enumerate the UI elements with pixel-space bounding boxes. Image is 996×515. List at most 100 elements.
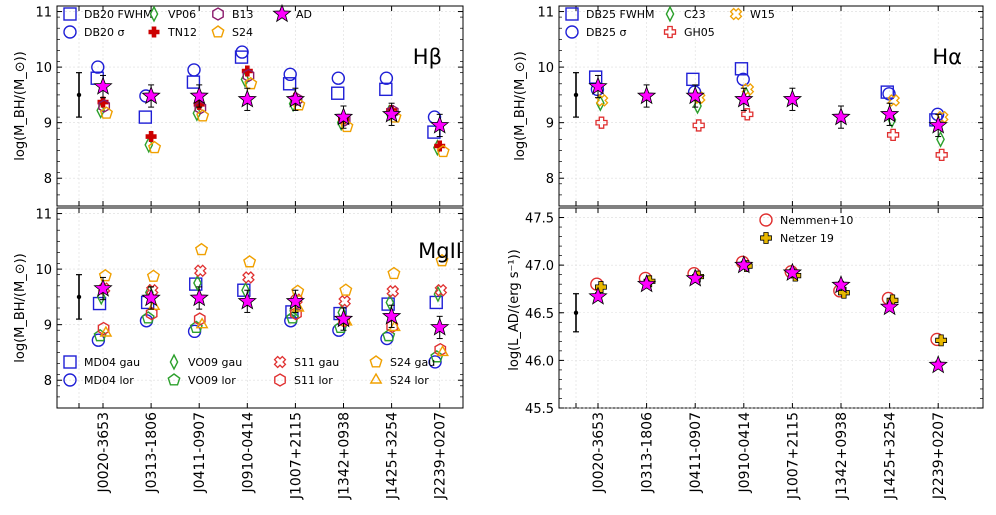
- reference-point: [573, 92, 579, 98]
- x-categories-left: J0020-3653 J0313-1806 J0411-0907 J0910-0414…: [96, 412, 449, 500]
- point-db25-fwhm: [588, 70, 603, 84]
- point-ad: [879, 296, 900, 316]
- x-category-label: J1342+0938: [834, 412, 850, 500]
- x-category-label: J0910-0414: [240, 412, 256, 494]
- point-ad: [734, 89, 754, 108]
- point-s24-lor: [388, 320, 401, 332]
- y-tick-label: 10: [35, 263, 52, 278]
- point-ad: [588, 76, 608, 95]
- reference-point: [76, 294, 82, 300]
- point-s24-gau: [387, 266, 401, 280]
- legend-label: MD04 lor: [84, 374, 134, 387]
- point-s11-gau: [338, 294, 352, 308]
- point-ad: [879, 104, 900, 123]
- legend-marker-w15: [729, 7, 743, 21]
- point-vo09-lor: [285, 311, 300, 324]
- point-ad: [189, 287, 209, 307]
- legend-label: S24: [232, 26, 253, 39]
- panel-mgii: 8 9 10 11 MD04 gau MD04 lor VO09 gau VO09 lor S1…: [13, 207, 464, 409]
- point-b13: [242, 68, 255, 83]
- point-ad: [141, 287, 161, 307]
- point-db20-: [379, 71, 394, 85]
- x-category-label: J0910-0414: [737, 412, 753, 494]
- point-s24: [244, 76, 258, 90]
- legend-marker-db25-fwhm: [565, 7, 579, 21]
- point-s24-gau: [339, 283, 353, 296]
- point-s11-gau: [242, 271, 255, 284]
- point-gh05: [886, 128, 900, 142]
- y-axis-label: log(M_BH/(M_⊙)): [13, 51, 28, 161]
- x-category-label: J2239+0207: [433, 412, 449, 500]
- panel-title: Hβ: [413, 45, 442, 69]
- y-tick-label: 11: [35, 6, 52, 21]
- point-ad: [636, 85, 657, 105]
- point-s24-lor: [195, 317, 209, 329]
- legend-marker-db20-fwhm: [63, 7, 77, 21]
- point-w15: [595, 94, 609, 107]
- panel-title: MgII: [418, 239, 462, 263]
- point-db25-fwhm: [686, 72, 700, 87]
- legend-marker-ad: [272, 3, 292, 23]
- point-tn12: [97, 96, 109, 108]
- point-s24: [148, 140, 162, 154]
- point-s11-gau: [434, 283, 448, 297]
- point-s11-lor: [97, 321, 110, 336]
- point-tn12: [145, 131, 157, 143]
- y-tick-label: 46.5: [525, 307, 554, 322]
- point-ad: [381, 306, 402, 325]
- point-ad: [381, 104, 402, 123]
- legend-marker-s11-gau: [273, 355, 287, 369]
- legend-label: Nemmen+10: [780, 214, 853, 227]
- legend-marker-nemmen-10: [759, 213, 773, 227]
- point-ad: [782, 89, 803, 108]
- point-vo09-gau: [193, 274, 202, 292]
- point-ad: [782, 262, 803, 281]
- point-gh05: [692, 119, 705, 132]
- point-s24-gau: [435, 253, 449, 267]
- point-db20-fwhm: [379, 82, 393, 97]
- reference-point: [573, 310, 579, 315]
- y-tick-label: 9: [44, 319, 52, 334]
- point-ad: [285, 291, 306, 310]
- point-db20-: [91, 60, 105, 74]
- point-ad: [189, 85, 209, 105]
- legend-label: VO09 gau: [188, 356, 242, 369]
- y-tick-label: 11: [35, 208, 52, 223]
- point-ad: [285, 89, 306, 108]
- legend-marker-gh05: [663, 25, 677, 39]
- panel-hbeta: 8 9 10 11 DB20 FWHM DB20 σ VP06 TN12 B13 S24 AD Hβ…: [13, 3, 464, 207]
- legend-marker-s24-gau: [369, 355, 383, 368]
- point-db20-fwhm: [282, 77, 297, 91]
- point-s24-gau: [243, 255, 257, 268]
- x-category-label: J0411-0907: [192, 412, 208, 493]
- y-tick-label: 47.0: [525, 259, 554, 274]
- legend-marker-db25-: [565, 25, 579, 39]
- point-gh05: [741, 108, 754, 121]
- x-category-label: J1342+0938: [337, 412, 353, 500]
- point-ad: [237, 89, 257, 108]
- point-s24-lor: [436, 345, 449, 357]
- legend-label: S11 lor: [294, 374, 333, 387]
- panel-halpha: 8 9 10 11 DB25 FWHM DB25 σ C23 GH05 W15 Hα log(M…: [513, 5, 984, 207]
- legend-label: Netzer 19: [780, 232, 834, 245]
- point-s11-gau: [193, 264, 207, 278]
- legend-label: B13: [232, 8, 254, 21]
- y-axis-label: log(M_BH/(M_⊙)): [13, 253, 28, 363]
- point-ad: [831, 274, 851, 294]
- point-ad: [928, 115, 948, 134]
- point-s11-lor: [145, 306, 158, 321]
- point-ad: [141, 85, 161, 105]
- point-tn12: [241, 65, 253, 77]
- point-b13: [98, 99, 111, 113]
- point-ad: [928, 354, 948, 374]
- legend-label: S11 gau: [294, 356, 339, 369]
- point-gh05: [595, 116, 608, 129]
- point-ad: [93, 76, 113, 95]
- point-s24-lor: [99, 325, 113, 337]
- point-ad: [93, 278, 113, 297]
- legend-marker-s24-lor: [369, 372, 383, 384]
- x-category-label: J0313-1806: [144, 412, 160, 494]
- legend-marker-db20-: [63, 25, 77, 39]
- y-tick-label: 8: [44, 374, 52, 389]
- y-tick-label: 9: [546, 117, 554, 132]
